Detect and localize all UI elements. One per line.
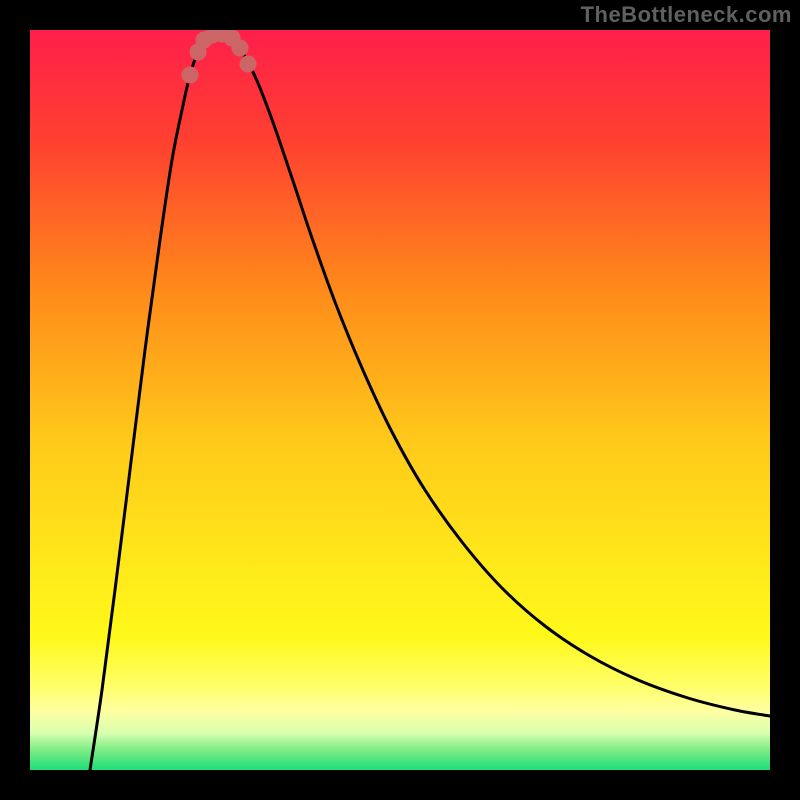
dip-marker bbox=[182, 67, 198, 83]
watermark-text: TheBottleneck.com bbox=[581, 2, 792, 28]
dip-marker bbox=[240, 56, 256, 72]
dip-marker bbox=[232, 40, 248, 56]
plot-area bbox=[30, 30, 770, 770]
dip-markers bbox=[182, 30, 256, 83]
chart-frame: TheBottleneck.com bbox=[0, 0, 800, 800]
bottleneck-curve bbox=[90, 34, 770, 770]
curve-svg bbox=[30, 30, 770, 770]
